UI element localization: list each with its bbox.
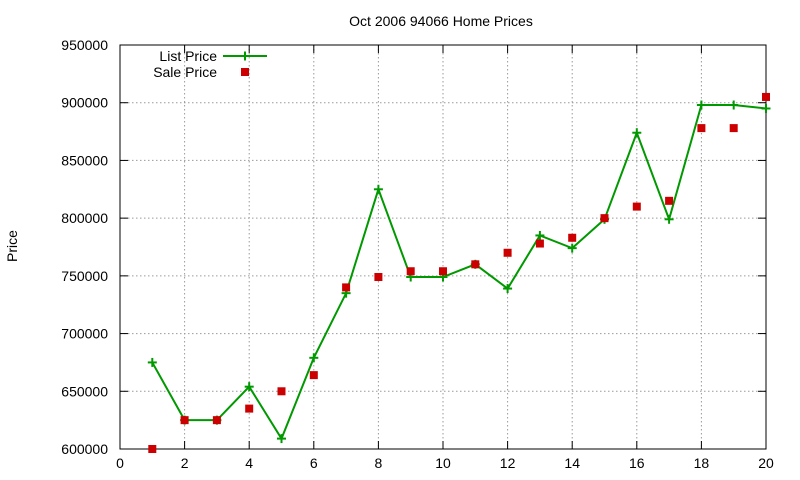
y-tick-label: 850000 xyxy=(61,152,108,168)
sale-price-series xyxy=(148,92,770,453)
x-tick-label: 16 xyxy=(629,455,645,471)
y-tick-label: 650000 xyxy=(61,383,108,399)
grid-layer xyxy=(120,45,766,449)
y-tick-label: 750000 xyxy=(61,268,108,284)
list-price-point xyxy=(309,353,319,363)
sale-price-point xyxy=(212,416,221,425)
sale-price-point xyxy=(729,124,738,133)
sale-price-point xyxy=(309,371,318,380)
sale-price-point xyxy=(697,124,706,133)
sale-price-point xyxy=(471,260,480,269)
list-price-point xyxy=(277,434,286,444)
x-tick-label: 6 xyxy=(310,455,318,471)
y-tick-label: 950000 xyxy=(61,37,108,53)
sale-price-point xyxy=(568,233,577,242)
list-price-point xyxy=(147,357,157,367)
list-price-line xyxy=(151,104,767,441)
chart-title: Oct 2006 94066 Home Prices xyxy=(349,13,533,29)
y-tick-label: 900000 xyxy=(61,95,108,111)
sale-price-point xyxy=(600,214,609,223)
x-tick-label: 12 xyxy=(500,455,516,471)
sale-price-point xyxy=(342,283,351,292)
list-price-point xyxy=(244,382,254,392)
legend-label: Sale Price xyxy=(153,64,217,80)
legend-list-price-marker xyxy=(240,51,250,61)
list-price-point xyxy=(632,128,642,138)
legend-label: List Price xyxy=(159,48,217,64)
list-price-point xyxy=(664,214,674,224)
sale-price-point xyxy=(148,445,157,453)
sale-price-point xyxy=(374,273,383,282)
sale-price-point xyxy=(245,404,254,413)
sale-price-point xyxy=(439,267,447,276)
x-tick-label: 10 xyxy=(435,455,451,471)
sale-price-point xyxy=(277,387,286,396)
sale-price-point xyxy=(632,202,641,211)
y-tick-label: 700000 xyxy=(61,326,108,342)
x-tick-label: 18 xyxy=(694,455,710,471)
sale-price-point xyxy=(180,416,189,425)
sale-price-point xyxy=(406,267,415,276)
sale-price-point xyxy=(762,92,770,101)
x-tick-label: 4 xyxy=(245,455,253,471)
list-price-point xyxy=(696,100,706,110)
x-tick-label: 14 xyxy=(564,455,580,471)
x-tick-label: 20 xyxy=(758,455,774,471)
x-tick-label: 0 xyxy=(116,455,124,471)
list-price-point xyxy=(761,103,771,113)
list-price-point xyxy=(535,230,545,240)
sale-price-point xyxy=(503,248,512,257)
y-axis-label: Price xyxy=(4,230,20,262)
y-tick-label: 800000 xyxy=(61,210,108,226)
x-tick-label: 2 xyxy=(181,455,189,471)
list-price-point xyxy=(503,284,513,294)
y-tick-label: 600000 xyxy=(61,441,108,457)
sale-price-point xyxy=(665,196,674,205)
sale-price-point xyxy=(535,239,544,248)
list-price-point xyxy=(567,243,577,253)
series-layer xyxy=(147,92,771,453)
x-tick-label: 8 xyxy=(375,455,383,471)
legend-sale-price-marker xyxy=(241,68,249,76)
list-price-point xyxy=(373,184,383,194)
axis-layer: 0 2 4 6 8 10 12 14 16 18 20 600000 650000 700000 75000… xyxy=(61,37,774,471)
list-price-point xyxy=(729,100,739,110)
